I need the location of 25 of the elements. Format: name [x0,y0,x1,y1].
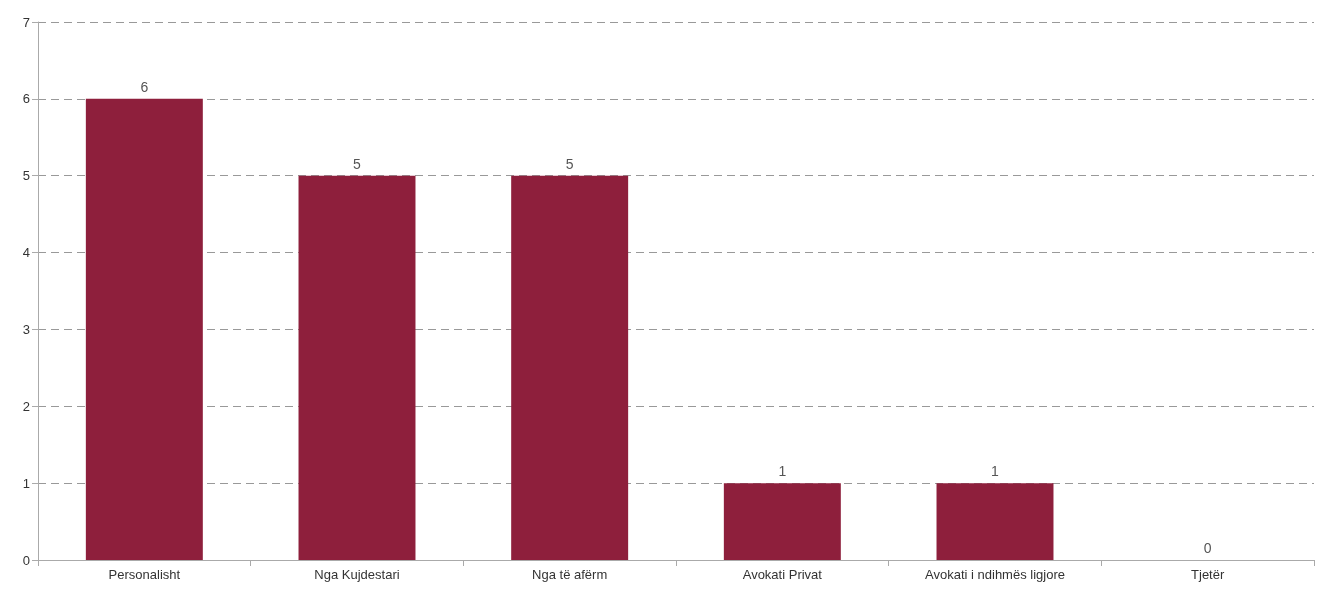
y-tick-label: 5 [22,168,30,184]
data-label: 1 [778,463,787,480]
bar [936,483,1054,560]
y-tick-label: 6 [22,91,30,107]
x-tick-label: Personalisht [108,567,181,582]
y-tick-label: 1 [22,475,30,491]
data-label: 5 [353,155,362,172]
bar [85,98,203,560]
data-label: 6 [140,78,149,95]
y-tick-label: 3 [22,321,30,337]
x-tick-label: Avokati i ndihmës ligjore [925,567,1065,582]
bar [298,175,416,560]
data-label: 5 [565,155,574,172]
data-label: 1 [991,463,1000,480]
bar [511,175,629,560]
bar [723,483,841,560]
x-tick-label: Avokati Privat [742,567,823,582]
x-tick-label: Tjetër [1191,567,1225,582]
x-tick-label: Nga Kujdestari [314,567,400,582]
y-tick-label: 2 [22,398,30,414]
x-tick-label: Nga të afërm [532,567,608,582]
y-tick-label: 4 [22,245,30,261]
data-label: 0 [1203,540,1212,556]
y-tick-label: 0 [22,552,30,568]
y-tick-label: 7 [22,14,30,30]
